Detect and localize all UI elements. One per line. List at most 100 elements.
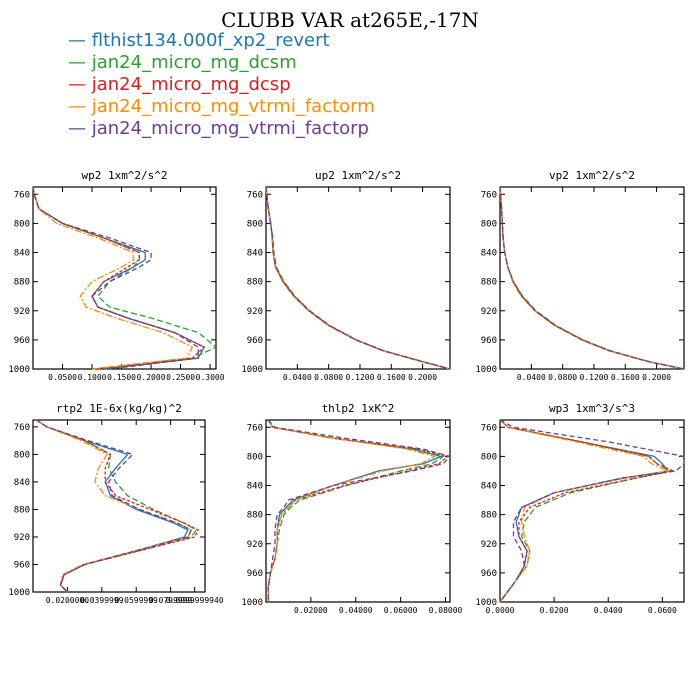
x-tick-label: 0.1200 <box>580 373 609 382</box>
x-tick-label: 0.1500 <box>107 373 136 382</box>
legend-item: — flthist134.000f_xp2_revert <box>68 30 375 52</box>
series-line <box>265 186 451 370</box>
y-tick-label: 760 <box>14 423 30 433</box>
x-tick-label: 0.0800 <box>548 373 577 382</box>
legend-item: — jan24_micro_mg_vtrmi_factorp <box>68 118 375 140</box>
y-tick-label: 1000 <box>241 365 263 375</box>
y-tick-label: 960 <box>481 569 497 579</box>
y-tick-label: 880 <box>481 278 497 288</box>
legend-label: flthist134.000f_xp2_revert <box>91 30 330 51</box>
x-tick-label: 0.02000 <box>294 606 328 615</box>
x-tick-label: 0.0999999940 <box>166 596 224 605</box>
legend-swatch: — <box>68 118 92 139</box>
chart-panel: vp2 1xm^2/s^2 760 800 840 880 920 960 1000 0.040… <box>475 169 685 382</box>
y-tick-label: 760 <box>481 423 497 433</box>
series-line <box>32 186 206 370</box>
x-tick-label: 0.1600 <box>377 373 406 382</box>
y-tick-label: 920 <box>14 307 30 317</box>
y-tick-label: 960 <box>481 336 497 346</box>
plot-frame <box>499 186 685 370</box>
series-line <box>265 186 451 370</box>
panel-title: up2 1xm^2/s^2 <box>315 169 401 182</box>
series-line <box>499 186 685 370</box>
x-tick-label: 0.1000 <box>78 373 107 382</box>
y-tick-label: 840 <box>481 482 497 492</box>
y-tick-label: 840 <box>14 478 30 488</box>
plot-frame <box>32 419 206 593</box>
legend-swatch: — <box>68 96 92 117</box>
y-tick-label: 840 <box>247 482 263 492</box>
x-tick-label: 0.0000 <box>486 606 515 615</box>
x-tick-label: 0.0200 <box>540 606 569 615</box>
y-tick-label: 1000 <box>475 365 497 375</box>
y-tick-label: 840 <box>14 249 30 259</box>
y-tick-label: 760 <box>247 190 263 200</box>
legend-label: jan24_micro_mg_dcsp <box>91 74 291 95</box>
series-line <box>499 186 685 370</box>
legend-item: — jan24_micro_mg_dcsp <box>68 74 375 96</box>
x-tick-label: 0.2000 <box>137 373 166 382</box>
x-tick-label: 0.0500 <box>48 373 77 382</box>
y-tick-label: 800 <box>481 219 497 229</box>
chart-panel: up2 1xm^2/s^2 760 800 840 880 920 960 1000 0.040… <box>241 169 451 382</box>
series-line <box>499 186 685 370</box>
y-tick-label: 960 <box>247 336 263 346</box>
x-tick-label: 0.0400 <box>517 373 546 382</box>
panel-title: wp2 1xm^2/s^2 <box>81 169 167 182</box>
series-line <box>499 419 685 603</box>
y-tick-label: 960 <box>14 560 30 570</box>
series-line <box>499 419 676 603</box>
series-line <box>32 186 206 370</box>
y-tick-label: 880 <box>481 511 497 521</box>
x-tick-label: 0.0399999 <box>80 596 124 605</box>
y-tick-label: 800 <box>247 219 263 229</box>
x-tick-label: 0.1600 <box>611 373 640 382</box>
y-tick-label: 1000 <box>475 598 497 608</box>
y-tick-label: 840 <box>481 249 497 259</box>
figure-title: CLUBB VAR at265E,-17N <box>221 8 479 32</box>
y-tick-label: 920 <box>481 307 497 317</box>
plot-frame <box>265 419 451 603</box>
x-tick-label: 0.2500 <box>166 373 195 382</box>
y-tick-label: 1000 <box>241 598 263 608</box>
x-tick-label: 0.1200 <box>346 373 375 382</box>
y-tick-label: 920 <box>14 533 30 543</box>
series-line <box>267 419 450 602</box>
series-line <box>267 419 444 602</box>
chart-panel: wp3 1xm^3/s^3 760 800 840 880 920 960 10000.000… <box>475 402 685 615</box>
plot-frame <box>32 186 217 370</box>
legend: — flthist134.000f_xp2_revert — jan24_mic… <box>68 30 375 140</box>
x-tick-label: 0.2000 <box>408 373 437 382</box>
series-line <box>32 186 194 370</box>
y-tick-label: 840 <box>247 249 263 259</box>
y-tick-label: 760 <box>247 423 263 433</box>
y-tick-label: 920 <box>481 540 497 550</box>
x-tick-label: 0.3000 <box>196 373 225 382</box>
x-tick-label: 0.06000 <box>384 606 418 615</box>
x-tick-label: 0.0400 <box>594 606 623 615</box>
panel-title: vp2 1xm^2/s^2 <box>549 169 635 182</box>
series-line <box>499 419 669 603</box>
series-line <box>499 186 685 370</box>
series-line <box>267 419 452 602</box>
series-line <box>499 419 673 603</box>
series-line <box>499 419 671 603</box>
legend-item: — jan24_micro_mg_dcsm <box>68 52 375 74</box>
chart-panel: rtp2 1E-6x(kg/kg)^2 760 800 840 880 920 960 100… <box>8 402 223 605</box>
y-tick-label: 1000 <box>8 365 30 375</box>
y-tick-label: 880 <box>14 505 30 515</box>
y-tick-label: 760 <box>481 190 497 200</box>
panel-title: thlp2 1xK^2 <box>322 402 395 415</box>
y-tick-label: 960 <box>247 569 263 579</box>
series-line <box>267 419 437 602</box>
legend-swatch: — <box>68 74 92 95</box>
legend-label: jan24_micro_mg_vtrmi_factorm <box>91 96 375 117</box>
plot-frame <box>265 186 451 370</box>
x-tick-label: 0.2000 <box>642 373 671 382</box>
legend-item: — jan24_micro_mg_vtrmi_factorm <box>68 96 375 118</box>
x-tick-label: 0.0800 <box>314 373 343 382</box>
y-tick-label: 800 <box>14 219 30 229</box>
y-tick-label: 920 <box>247 307 263 317</box>
series-line <box>267 419 445 602</box>
x-tick-label: 0.0599999 <box>115 596 159 605</box>
